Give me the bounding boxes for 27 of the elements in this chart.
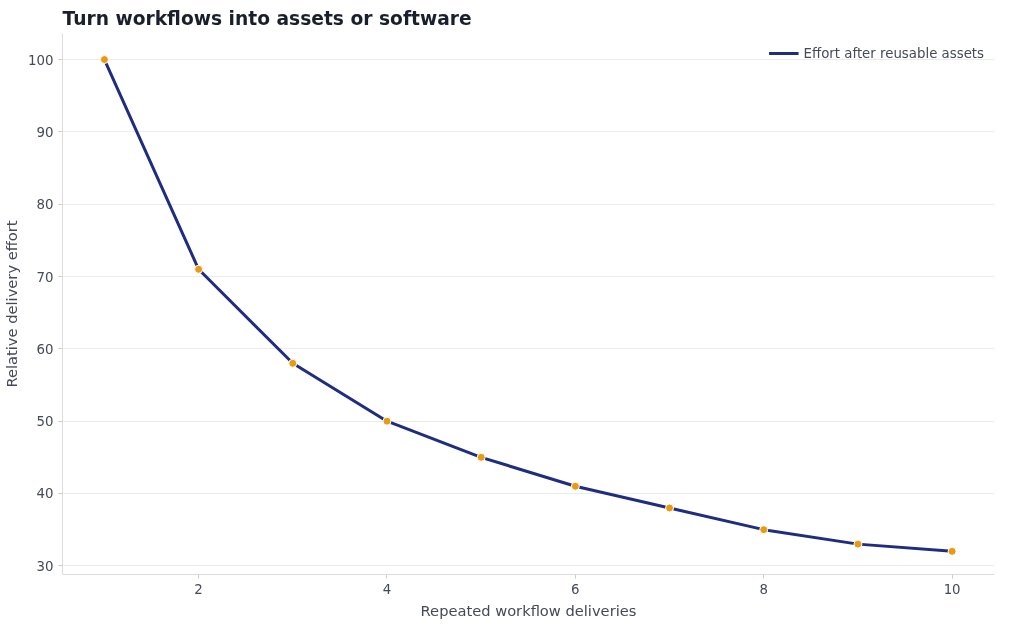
legend-label: Effort after reusable assets — [803, 45, 984, 61]
point — [853, 539, 863, 549]
x-tick-label: 4 — [382, 581, 392, 597]
point — [382, 416, 392, 426]
point — [194, 264, 204, 274]
point — [759, 525, 769, 535]
y-tick-label: 70 — [36, 269, 54, 285]
point — [665, 503, 675, 513]
x-tick-label: 8 — [759, 581, 768, 597]
x-tick-label: 6 — [571, 581, 580, 597]
x-tick-label: 10 — [943, 581, 961, 597]
y-tick-label: 90 — [36, 124, 54, 140]
point — [476, 452, 486, 462]
point — [288, 358, 298, 368]
chart-title: Turn workflows into assets or software — [62, 7, 472, 29]
point — [99, 55, 109, 65]
y-tick-label: 50 — [36, 414, 54, 430]
y-tick-label: 40 — [36, 486, 54, 502]
point — [947, 546, 957, 556]
y-tick-label: 30 — [36, 558, 54, 574]
y-tick-label: 60 — [36, 341, 54, 357]
x-tick-label: 2 — [194, 581, 203, 597]
y-tick-label: 80 — [36, 197, 54, 213]
y-tick-label: 100 — [28, 52, 54, 68]
point — [570, 481, 580, 491]
x-axis-title: Repeated workflow deliveries — [420, 601, 637, 619]
y-axis-title: Relative delivery effort — [3, 220, 21, 388]
